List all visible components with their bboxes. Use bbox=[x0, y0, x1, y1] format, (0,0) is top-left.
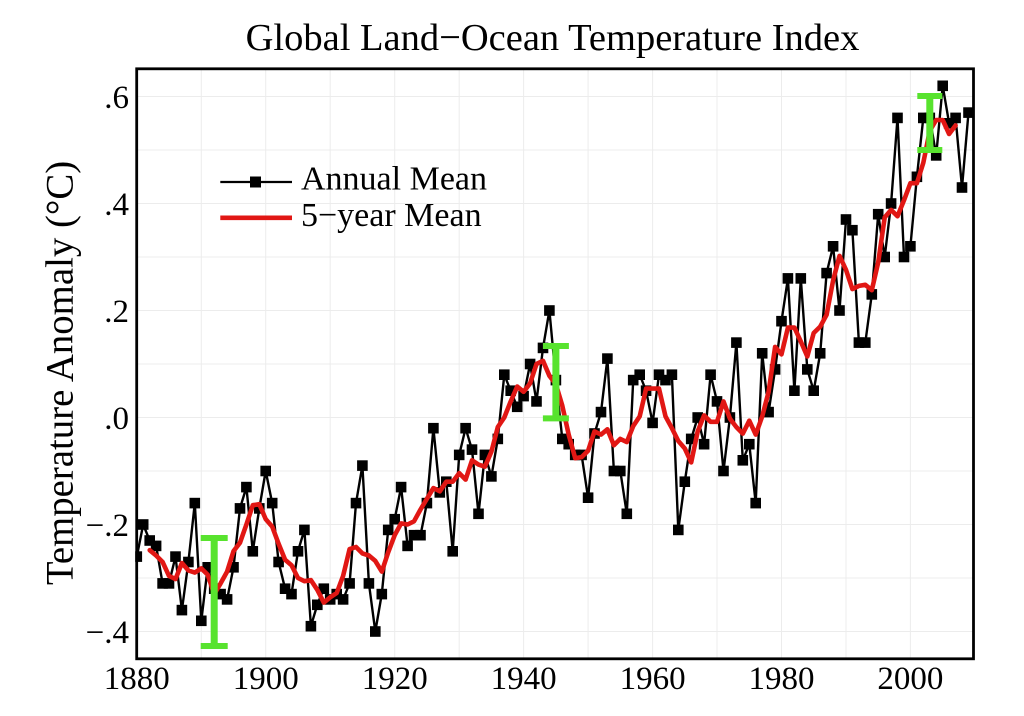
svg-text:−.2: −.2 bbox=[86, 508, 129, 544]
svg-text:1940: 1940 bbox=[491, 661, 557, 697]
svg-text:1920: 1920 bbox=[362, 661, 428, 697]
svg-text:.6: .6 bbox=[104, 80, 129, 116]
svg-text:1880: 1880 bbox=[104, 661, 170, 697]
svg-text:Temperature Anomaly (°C): Temperature Anomaly (°C) bbox=[39, 161, 82, 585]
svg-text:1980: 1980 bbox=[749, 661, 815, 697]
svg-text:Global Land−Ocean Temperature: Global Land−Ocean Temperature Index bbox=[246, 17, 860, 59]
svg-text:1900: 1900 bbox=[233, 661, 299, 697]
svg-text:Annual Mean: Annual Mean bbox=[301, 161, 487, 198]
svg-text:.4: .4 bbox=[104, 187, 129, 223]
svg-text:2000: 2000 bbox=[877, 661, 943, 697]
svg-text:.2: .2 bbox=[104, 294, 129, 330]
svg-text:5−year Mean: 5−year Mean bbox=[301, 197, 482, 234]
svg-text:1960: 1960 bbox=[620, 661, 686, 697]
svg-text:.0: .0 bbox=[104, 401, 129, 437]
svg-text:−.4: −.4 bbox=[86, 615, 129, 651]
